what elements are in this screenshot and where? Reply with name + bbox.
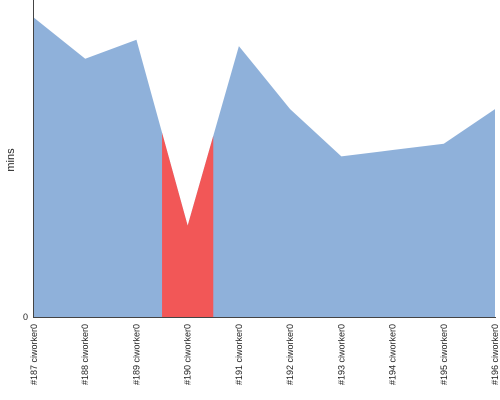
y-tick-label-0: 0 — [23, 312, 28, 322]
highlight-area — [162, 132, 214, 317]
x-tick-label: #187 ciworker0 — [29, 324, 39, 385]
x-tick-label: #192 ciworker0 — [285, 324, 295, 385]
x-tick-labels: #187 ciworker0 #188 ciworker0 #189 ciworke… — [29, 324, 500, 385]
x-tick-label: #188 ciworker0 — [80, 324, 90, 385]
x-tick-label: #193 ciworker0 — [336, 324, 346, 385]
x-tick-label: #195 ciworker0 — [439, 324, 449, 385]
x-tick-label: #190 ciworker0 — [183, 324, 193, 385]
series-area — [34, 17, 495, 317]
x-tick-label: #189 ciworker0 — [131, 324, 141, 385]
x-tick-label: #191 ciworker0 — [234, 324, 244, 385]
y-axis-label: mins — [5, 148, 17, 172]
x-tick-label: #194 ciworker0 — [388, 324, 398, 385]
x-tick-label: #196 ciworker0 — [490, 324, 500, 385]
plot-area — [34, 17, 495, 317]
